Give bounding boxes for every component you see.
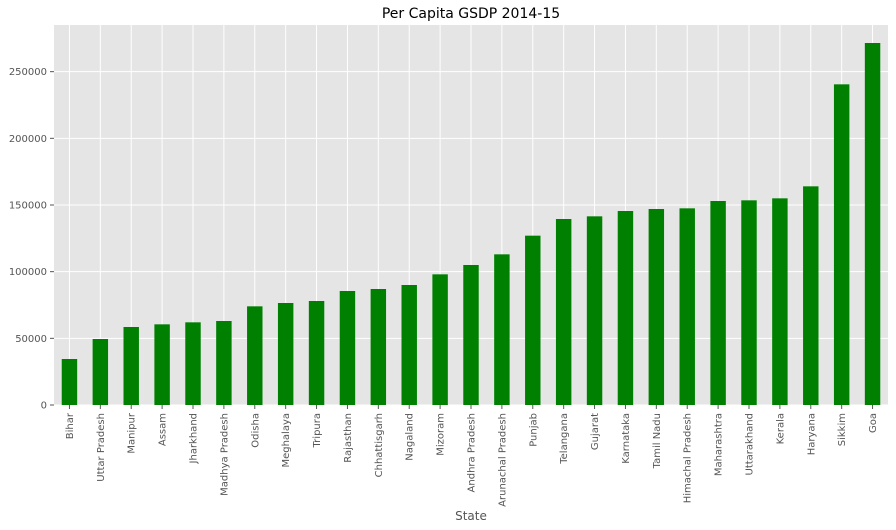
bar-andhra-pradesh [463,265,479,405]
bar-jharkhand [185,322,201,405]
bar-chhattisgarh [370,289,387,405]
x-tick-label: Andhra Pradesh [467,413,478,492]
x-axis-label: State [455,509,487,523]
x-tick-label: Uttarakhand [745,413,756,475]
bars [61,43,881,405]
bar-himachal-pradesh [679,208,695,405]
bar-nagaland [401,285,417,405]
x-tick-label: Rajasthan [343,413,354,463]
x-tick-label: Tamil Nadu [652,413,663,469]
x-tick-label: Uttar Pradesh [96,413,107,482]
x-tick-label: Odisha [250,413,261,448]
bar-karnataka [617,211,634,405]
x-tick-label: Karnataka [621,413,632,464]
x-tick-label: Gujarat [590,413,601,450]
bar-tripura [308,301,325,405]
bar-maharashtra [710,201,726,405]
x-tick-label: Himachal Pradesh [683,413,694,503]
bar-goa [864,43,881,405]
x-tick-label: Jharkhand [189,413,200,464]
x-tick-label: Maharashtra [714,413,725,476]
bar-sikkim [833,84,850,405]
x-axis-ticks: Bihar Uttar Pradesh Manipur Assam Jharkhand M… [65,405,879,507]
x-tick-label: Nagaland [405,413,416,461]
y-tick-label: 0 [41,401,47,412]
bar-odisha [247,306,263,405]
bar-kerala [772,198,788,405]
x-tick-label: Meghalaya [281,413,292,468]
x-tick-label: Tripura [312,413,323,448]
bar-assam [154,324,170,405]
x-tick-label: Telangana [559,413,570,465]
x-tick-label: Bihar [65,412,76,439]
bar-rajasthan [339,291,356,405]
bar-mizoram [432,274,448,405]
chart-title: Per Capita GSDP 2014-15 [382,6,560,22]
y-tick-label: 200000 [9,134,47,145]
bar-tamil-nadu [648,209,665,405]
bar-arunachal-pradesh [494,254,510,405]
bar-punjab [525,235,541,405]
x-tick-label: Assam [158,413,169,446]
y-tick-label: 250000 [9,67,47,78]
x-tick-label: Kerala [775,413,786,444]
y-axis-ticks: 0 50000 100000 150000 200000 250000 [9,67,54,412]
bar-madhya-pradesh [216,321,232,405]
y-tick-label: 50000 [15,334,47,345]
y-tick-label: 100000 [9,267,47,278]
x-tick-label: Madhya Pradesh [219,413,230,496]
x-tick-label: Sikkim [837,413,848,446]
x-tick-label: Goa [868,413,879,433]
y-tick-label: 150000 [9,201,47,212]
bar-manipur [123,327,139,405]
x-tick-label: Punjab [528,413,539,447]
x-tick-label: Haryana [806,413,817,455]
x-tick-label: Mizoram [436,413,447,456]
bar-haryana [803,186,819,405]
bar-uttarakhand [741,200,757,405]
bar-gujarat [586,216,603,405]
bar-meghalaya [277,303,294,405]
bar-telangana [555,219,572,405]
x-tick-label: Manipur [127,412,138,454]
x-tick-label: Chhattisgarh [374,413,385,477]
bar-uttar-pradesh [92,339,109,405]
x-tick-label: Arunachal Pradesh [497,413,508,507]
bar-bihar [61,359,78,405]
